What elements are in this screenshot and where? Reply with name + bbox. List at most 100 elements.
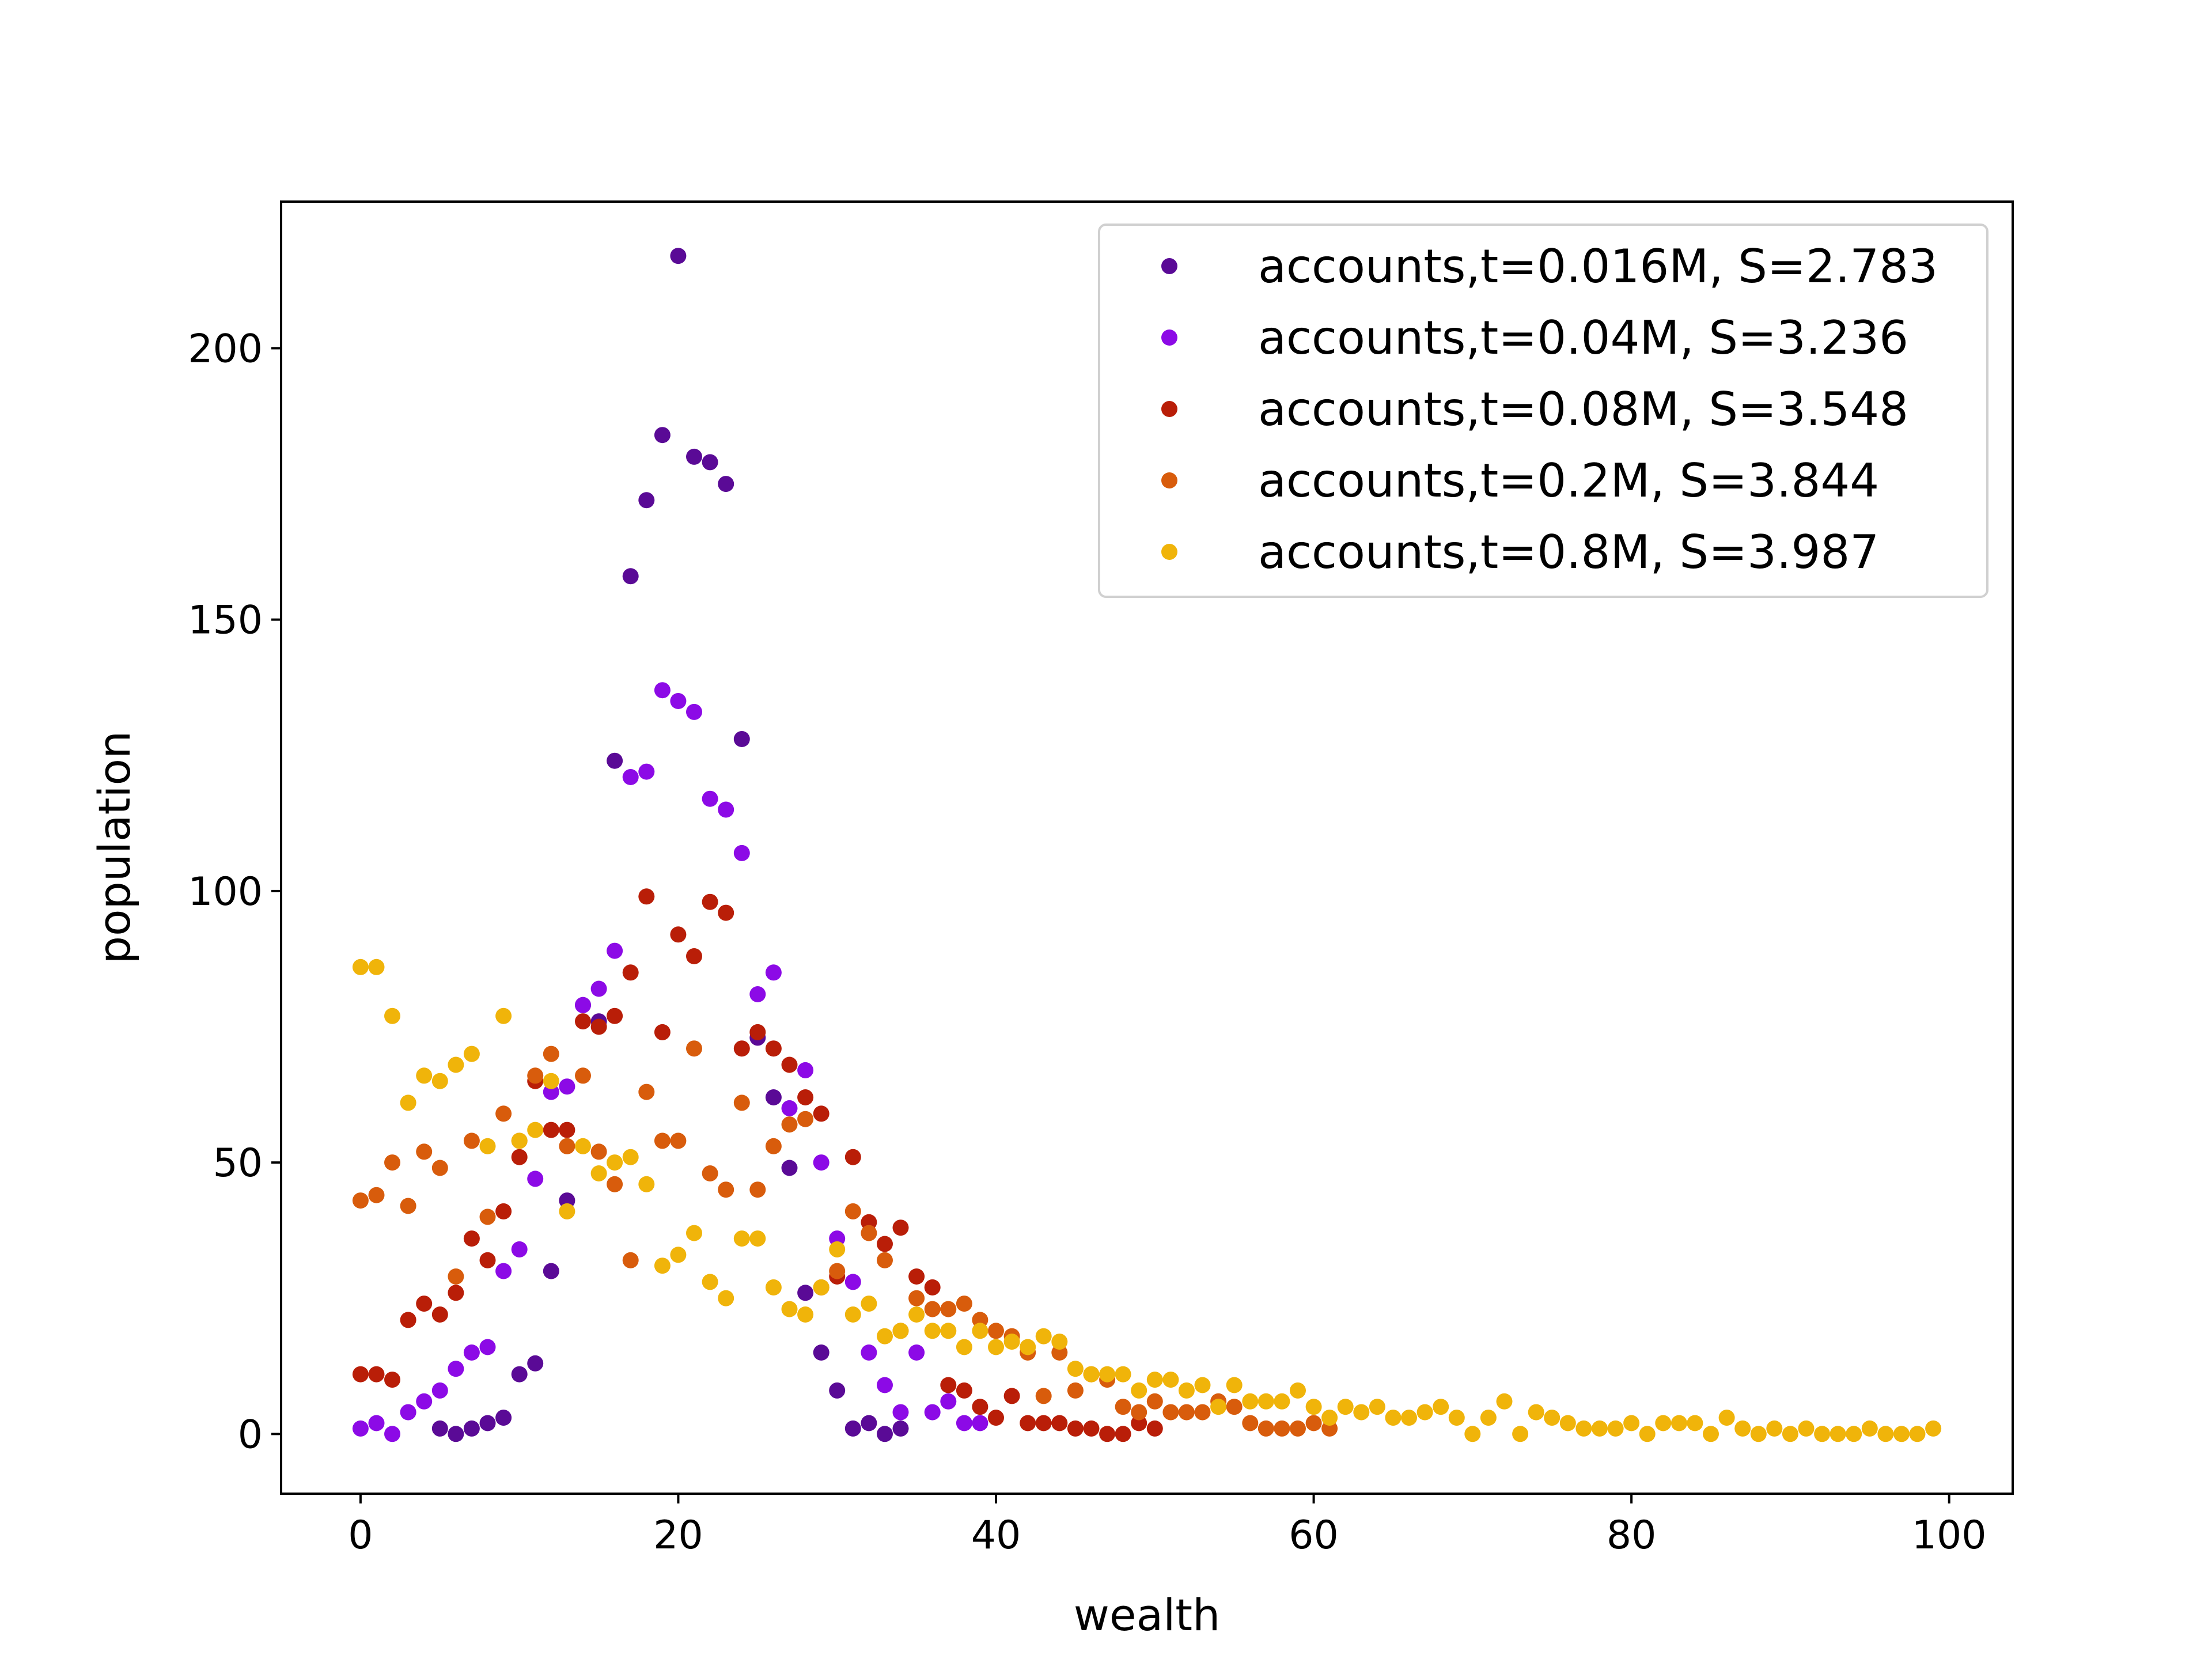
series-4-point-1 [368, 959, 385, 975]
series-4-point-20 [670, 1247, 687, 1263]
series-1-point-10 [511, 1241, 528, 1257]
series-3-point-5 [431, 1160, 448, 1176]
series-1-point-33 [877, 1377, 893, 1393]
series-1-point-17 [622, 769, 639, 785]
series-3-point-50 [1146, 1393, 1163, 1410]
series-3-point-17 [622, 1252, 639, 1268]
series-3-point-28 [797, 1111, 814, 1127]
series-4-point-75 [1544, 1410, 1560, 1426]
series-3-point-20 [670, 1132, 687, 1149]
legend-marker-1 [1161, 329, 1177, 346]
series-3-point-6 [448, 1268, 464, 1285]
series-4-point-76 [1559, 1415, 1576, 1431]
x-tick-label-1: 20 [653, 1513, 703, 1558]
series-2-point-4 [416, 1296, 433, 1312]
series-2-point-15 [590, 1018, 607, 1035]
series-4-point-57 [1257, 1393, 1274, 1410]
series-4-point-39 [972, 1323, 988, 1339]
series-2-point-29 [813, 1105, 830, 1122]
series-4-point-14 [575, 1138, 591, 1154]
series-1-point-34 [892, 1404, 909, 1421]
series-2-point-27 [781, 1056, 798, 1073]
series-3-point-1 [368, 1187, 385, 1203]
series-4-point-56 [1242, 1393, 1259, 1410]
series-4-point-24 [733, 1230, 750, 1247]
series-4-point-30 [829, 1241, 846, 1257]
series-2-point-33 [877, 1236, 893, 1252]
series-2-point-36 [924, 1279, 941, 1296]
series-3-point-8 [479, 1209, 496, 1225]
series-0-point-5 [511, 1366, 528, 1382]
series-4-point-59 [1290, 1382, 1306, 1399]
series-0-point-28 [877, 1426, 893, 1442]
series-3-point-19 [654, 1132, 671, 1149]
x-tick-label-5: 100 [1912, 1513, 1987, 1558]
series-2-point-18 [638, 888, 655, 905]
series-3-point-59 [1290, 1420, 1306, 1437]
series-4-point-0 [352, 959, 369, 975]
series-3-point-4 [416, 1143, 433, 1160]
series-4-point-88 [1750, 1426, 1767, 1442]
series-3-point-53 [1194, 1404, 1211, 1421]
series-2-point-2 [384, 1372, 400, 1388]
series-4-point-45 [1067, 1361, 1084, 1377]
series-1-point-1 [368, 1415, 385, 1431]
y-tick-label-3: 150 [188, 598, 263, 643]
series-4-point-49 [1131, 1382, 1147, 1399]
y-axis-ticks: 0 50 100 150 200 [188, 326, 281, 1457]
series-2-point-22 [702, 893, 718, 910]
series-1-point-26 [765, 964, 782, 981]
series-4-point-85 [1703, 1426, 1719, 1442]
series-4-point-89 [1766, 1420, 1783, 1437]
series-2-point-44 [1051, 1415, 1068, 1431]
series-4-point-23 [718, 1290, 734, 1306]
series-1-point-0 [352, 1420, 369, 1437]
series-1-point-22 [702, 790, 718, 807]
series-4-point-6 [448, 1056, 464, 1073]
series-2-point-28 [797, 1089, 814, 1105]
series-3-point-56 [1242, 1415, 1259, 1431]
series-4-point-55 [1226, 1377, 1243, 1393]
series-4-point-11 [527, 1122, 544, 1138]
series-4-point-96 [1877, 1426, 1894, 1442]
series-4-point-70 [1464, 1426, 1481, 1442]
series-0-point-23 [797, 1285, 814, 1301]
series-1-point-38 [956, 1415, 972, 1431]
series-4-point-84 [1687, 1415, 1703, 1431]
series-4-point-77 [1575, 1420, 1592, 1437]
series-2-point-48 [1115, 1426, 1131, 1442]
series-3-point-0 [352, 1192, 369, 1209]
plot-frame [280, 200, 2014, 1495]
legend-box [1098, 224, 1988, 598]
series-1-point-37 [940, 1393, 957, 1410]
data-points [352, 248, 1942, 1442]
series-4-point-43 [1035, 1328, 1052, 1344]
y-tick-label-0: 0 [238, 1412, 263, 1457]
series-1-point-11 [527, 1171, 544, 1187]
series-4-point-29 [813, 1279, 830, 1296]
series-4-point-66 [1401, 1410, 1417, 1426]
legend-marker-3 [1161, 472, 1177, 488]
series-0-point-21 [765, 1089, 782, 1105]
series-3-point-33 [877, 1252, 893, 1268]
x-tick-label-3: 60 [1289, 1513, 1339, 1558]
series-0-point-0 [431, 1420, 448, 1437]
series-1-point-29 [813, 1154, 830, 1171]
series-0-point-6 [527, 1355, 544, 1372]
series-4-point-48 [1115, 1366, 1131, 1382]
series-4-point-50 [1146, 1372, 1163, 1388]
legend-label-1: accounts,t=0.04M, S=3.236 [1258, 311, 1908, 365]
series-4-point-12 [543, 1073, 559, 1089]
series-4-point-79 [1607, 1420, 1624, 1437]
series-1-point-3 [400, 1404, 416, 1421]
series-4-point-17 [622, 1149, 639, 1165]
series-2-point-43 [1035, 1415, 1052, 1431]
series-4-point-93 [1830, 1426, 1846, 1442]
series-3-point-21 [686, 1040, 702, 1057]
series-4-point-95 [1861, 1420, 1878, 1437]
series-3-point-12 [543, 1046, 559, 1062]
series-4-point-64 [1369, 1399, 1385, 1415]
series-2-point-45 [1067, 1420, 1084, 1437]
series-3-point-32 [861, 1225, 877, 1241]
